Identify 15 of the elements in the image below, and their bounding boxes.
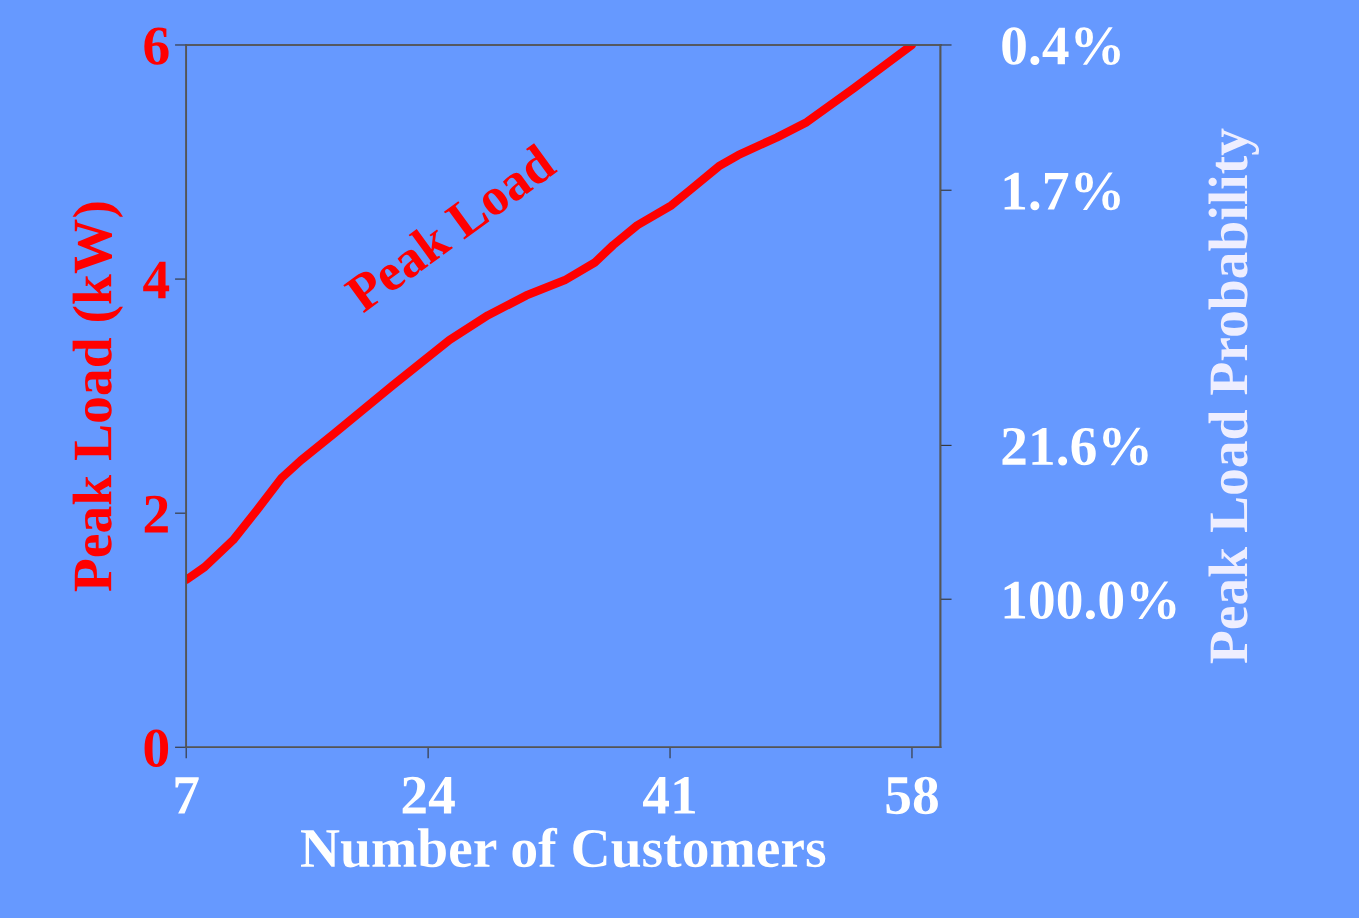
x-tick-label: 24 <box>402 776 455 814</box>
y2-tick-label: 21.6% <box>1002 427 1148 466</box>
y-tick-label: 4 <box>143 261 170 299</box>
x-tick-label: 58 <box>886 776 938 815</box>
y-tick-label: 0 <box>144 729 169 768</box>
y-tick-label: 6 <box>144 27 169 65</box>
y-axis-title: Peak Load (kW) <box>72 202 123 592</box>
x-tick-label: 7 <box>175 777 199 814</box>
y-tick-label: 2 <box>144 495 168 533</box>
x-axis-title: Number of Customers <box>301 827 826 868</box>
y2-axis-title: Peak Load Probability <box>1208 128 1260 664</box>
y2-tick-label: 100.0% <box>1004 581 1176 620</box>
y2-tick-label: 1.7% <box>1004 172 1120 211</box>
x-tick-label: 41 <box>643 776 695 814</box>
y2-tick-label: 0.4% <box>1002 27 1120 66</box>
